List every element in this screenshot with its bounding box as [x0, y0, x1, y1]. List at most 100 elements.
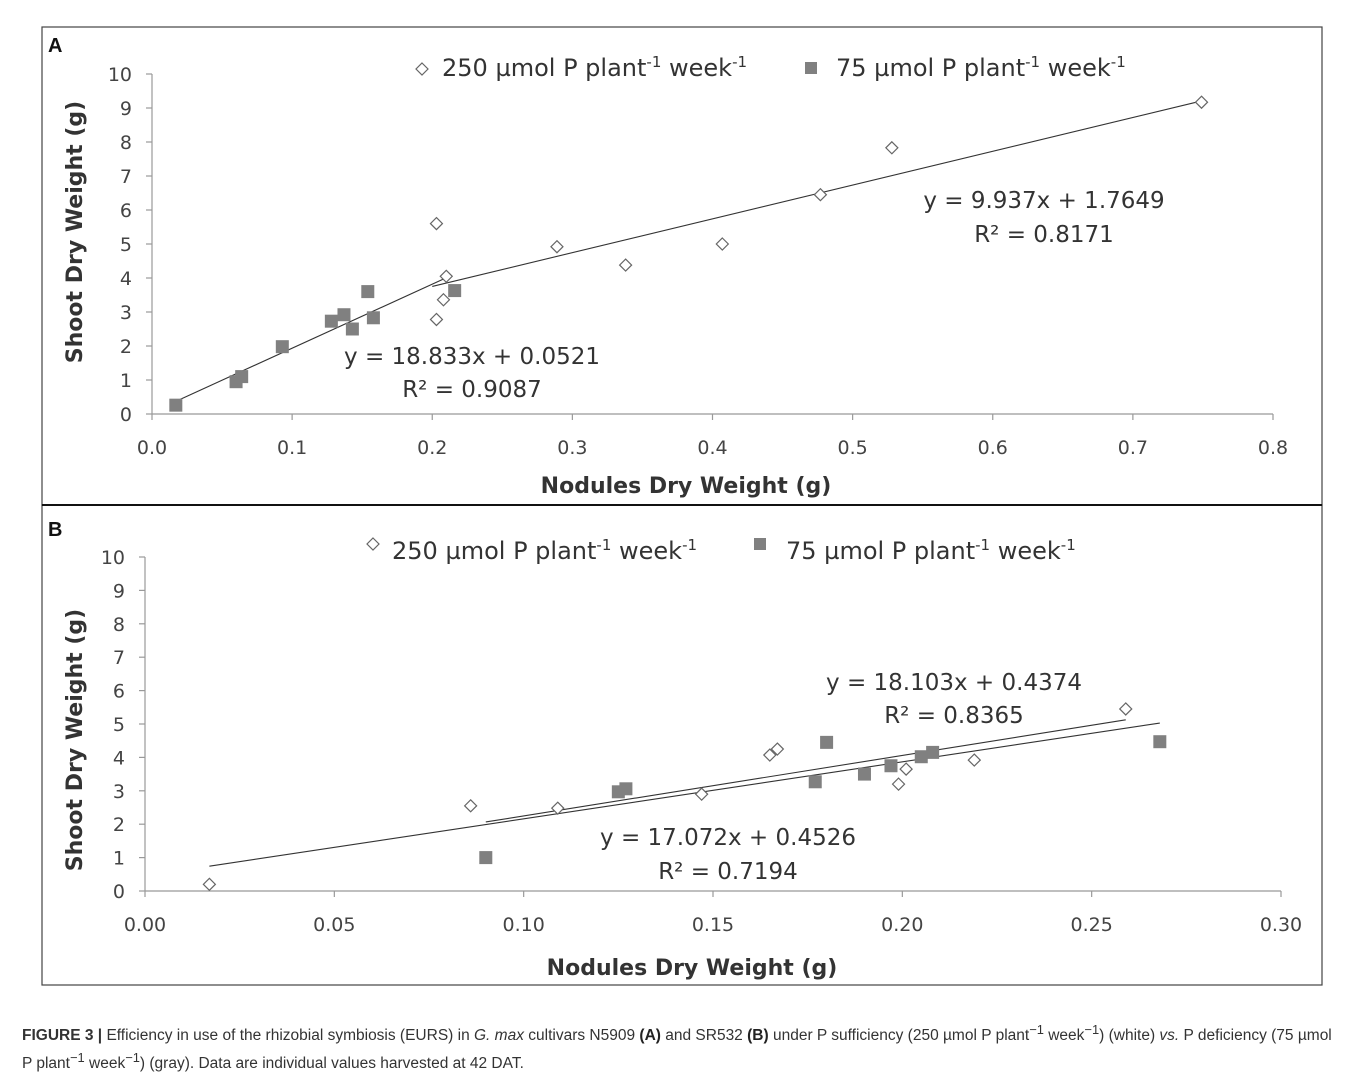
data-point-250 — [899, 762, 913, 776]
legend-gray-square-icon — [754, 538, 766, 550]
data-point-250 — [762, 748, 777, 762]
y-tick-label: 4 — [120, 268, 132, 290]
y-tick-label: 6 — [120, 200, 132, 222]
x-tick-label: 0.1 — [277, 437, 307, 459]
data-point-250 — [202, 877, 217, 892]
y-tick-label: 5 — [120, 234, 132, 256]
legend-sup: -1 — [646, 53, 661, 71]
y-tick-label: 7 — [120, 166, 132, 188]
x-tick-label: 0.5 — [838, 437, 868, 459]
legend-gray-square-icon — [805, 62, 817, 74]
data-point-75 — [884, 759, 898, 773]
legend-mid: week — [611, 537, 682, 565]
data-point-75 — [479, 851, 493, 865]
data-point-75 — [337, 308, 351, 322]
data-point-75 — [1153, 735, 1167, 749]
data-point-75 — [857, 767, 871, 781]
y-tick-label: 10 — [108, 64, 132, 86]
data-point-75 — [808, 775, 822, 789]
y-tick-label: 0 — [113, 881, 125, 903]
data-point-75 — [235, 370, 249, 384]
panel-a-legend: 250 µmol P plant-1 week-1 75 µmol P plan… — [415, 53, 1126, 82]
y-tick-label: 9 — [113, 580, 125, 602]
x-tick-label: 0.10 — [503, 914, 545, 936]
data-point-250 — [618, 258, 633, 272]
data-point-250 — [1118, 702, 1133, 716]
data-point-75 — [275, 340, 289, 354]
legend-text: 75 µmol P plant — [786, 537, 975, 565]
data-point-75 — [914, 750, 928, 764]
legend-mid: week — [1040, 54, 1111, 82]
legend-sup: -1 — [732, 53, 747, 71]
legend-mid: week — [661, 54, 732, 82]
data-point-250 — [891, 777, 906, 791]
caption-sup: −1 — [69, 1050, 85, 1066]
x-tick-label: 0.6 — [978, 437, 1008, 459]
data-point-250 — [439, 269, 454, 284]
caption-label: FIGURE 3 | — [22, 1027, 103, 1045]
legend-sup: -1 — [975, 536, 990, 554]
figure-caption: FIGURE 3 | Efficiency in use of the rhiz… — [22, 1019, 1340, 1075]
panel-b-y-axis-label: Shoot Dry Weight (g) — [63, 609, 88, 871]
data-point-75 — [324, 314, 338, 328]
panel-b-points — [202, 702, 1167, 892]
caption-vs: vs. — [1159, 1027, 1180, 1045]
caption-text: ) (white) — [1099, 1027, 1160, 1045]
x-tick-label: 0.00 — [124, 914, 166, 936]
y-tick-label: 5 — [113, 714, 125, 736]
caption-text: under P sufficiency (250 µmol P plant — [768, 1027, 1030, 1045]
x-tick-label: 0.25 — [1071, 914, 1113, 936]
y-tick-label: 4 — [113, 747, 125, 769]
panel-a-legend-item-75: 75 µmol P plant-1 week-1 — [836, 53, 1126, 82]
caption-text: Efficiency in use of the rhizobial symbi… — [102, 1027, 474, 1045]
data-point-75 — [366, 311, 380, 325]
panel-b-legend-item-75: 75 µmol P plant-1 week-1 — [786, 536, 1076, 565]
data-point-75 — [820, 735, 834, 749]
y-tick-label: 1 — [113, 848, 125, 870]
y-tick-label: 2 — [120, 336, 132, 358]
caption-text: week — [84, 1055, 126, 1073]
panel-b-axes: 0 1 2 3 4 5 6 7 8 9 10 0.00 0.05 0.10 0.15 0.20 0.25 0.30 — [101, 547, 1302, 936]
x-tick-label: 0.8 — [1258, 437, 1288, 459]
legend-open-diamond-icon — [415, 62, 429, 76]
x-tick-label: 0.3 — [557, 437, 587, 459]
panel-b-x-axis-label: Nodules Dry Weight (g) — [547, 956, 838, 981]
legend-sup: -1 — [682, 536, 697, 554]
data-point-75 — [448, 284, 462, 298]
panel-a-frame — [41, 26, 1323, 506]
y-tick-label: 3 — [120, 302, 132, 324]
panel-a-equation-75: y = 18.833x + 0.0521 — [344, 344, 600, 370]
panel-a-legend-item-250: 250 µmol P plant-1 week-1 — [442, 53, 747, 82]
x-tick-label: 0.4 — [697, 437, 727, 459]
panel-a-axes: 0 1 2 3 4 5 6 7 8 9 10 0.0 0.1 0.2 0.3 0.4 0.5 0.6 0.7 0.8 — [108, 64, 1288, 459]
data-point-75 — [619, 782, 633, 796]
x-tick-label: 0.30 — [1260, 914, 1302, 936]
panel-b-r2-250: R² = 0.8365 — [884, 703, 1024, 729]
panel-a: A 0 1 2 3 4 5 6 7 8 9 10 0.0 0.1 0.2 0.3 0.4 0.5 0.6 0.7 0.… — [48, 35, 1288, 499]
legend-mid: week — [990, 537, 1061, 565]
legend-sup: -1 — [1025, 53, 1040, 71]
legend-text: 250 µmol P plant — [442, 54, 646, 82]
panel-a-trendlines — [175, 100, 1202, 402]
panel-b-legend-item-250: 250 µmol P plant-1 week-1 — [392, 536, 697, 565]
x-tick-label: 0.2 — [417, 437, 447, 459]
caption-text: P deficiency (75 µmol P plant — [22, 1027, 1332, 1073]
trendline-250 — [485, 719, 1126, 823]
data-point-250 — [429, 216, 444, 231]
x-tick-label: 0.7 — [1118, 437, 1148, 459]
data-point-250 — [1194, 95, 1209, 110]
caption-text: cultivars N5909 — [523, 1027, 640, 1045]
data-point-250 — [967, 753, 982, 767]
data-point-250 — [550, 801, 565, 816]
caption-sup: −1 — [1029, 1022, 1044, 1037]
data-point-75 — [169, 398, 183, 412]
data-point-250 — [694, 787, 709, 801]
panel-b-r2-75: R² = 0.7194 — [658, 859, 798, 885]
panel-a-r2-75: R² = 0.9087 — [402, 377, 542, 403]
caption-text: and SR532 — [660, 1027, 748, 1045]
data-point-250 — [813, 187, 828, 202]
y-tick-label: 1 — [120, 370, 132, 392]
panel-b-frame — [41, 504, 1323, 986]
panel-a-x-axis-label: Nodules Dry Weight (g) — [541, 474, 832, 499]
